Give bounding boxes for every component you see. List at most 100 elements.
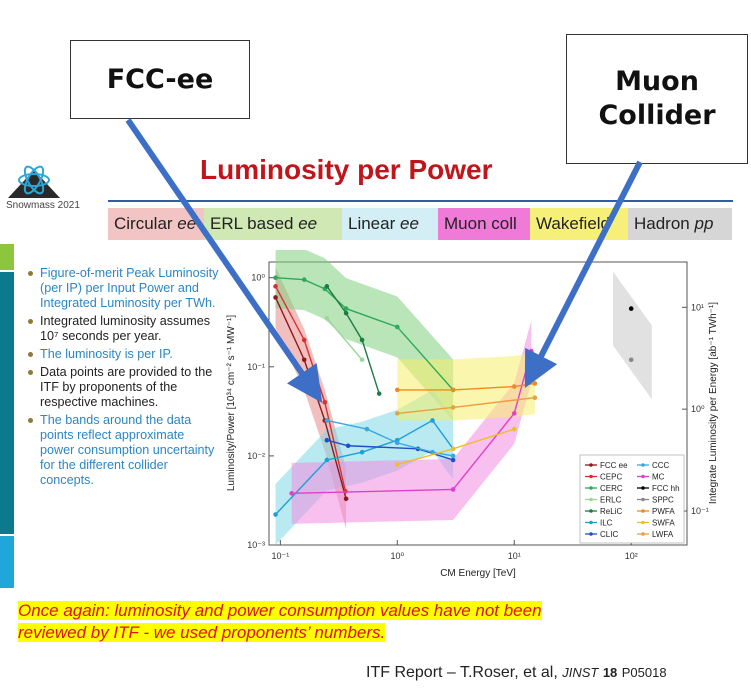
y-tick-label: 10⁰ (251, 273, 265, 283)
note-figure-of-merit: Figure-of-merit Peak Luminosity (per IP)… (26, 266, 221, 311)
y2-tick-label: 10¹ (691, 302, 704, 312)
data-point-ilc (273, 512, 278, 517)
legend-label: ILC (600, 519, 613, 528)
legend-label: SPPC (652, 496, 674, 505)
data-point-clic (324, 437, 330, 443)
muon-collider-callout: Muon Collider (566, 34, 748, 164)
citation-text: ITF Report – T.Roser, et al, (366, 664, 558, 681)
band-cerc (275, 250, 454, 421)
disclaimer-line1: Once again: luminosity and power consump… (18, 601, 542, 620)
category-hadron: Hadron pp (628, 208, 732, 240)
slide-title: Luminosity per Power (200, 154, 493, 185)
x-tick-label: 10⁰ (390, 551, 404, 561)
data-point-erlc (359, 357, 365, 363)
data-point-fcc-ee (301, 357, 307, 363)
y2-axis-label: Integrate Luminosity per Energy [ab⁻¹ TW… (708, 302, 719, 504)
data-point-relic (343, 310, 349, 316)
data-point-clic (450, 457, 456, 463)
x-axis-label: CM Energy [TeV] (440, 568, 516, 579)
data-point-cepc (273, 284, 278, 289)
data-point-pwfa (532, 381, 538, 386)
data-point-sppc (628, 357, 634, 363)
legend-label: SWFA (652, 519, 675, 528)
category-linear: Linear ee (342, 208, 438, 240)
muon-collider-callout-line1: Muon (615, 66, 699, 98)
legend-label: ReLiC (600, 507, 622, 516)
data-point-pwfa (450, 387, 456, 393)
band-mc (291, 320, 532, 524)
disclaimer-banner: Once again: luminosity and power consump… (18, 600, 658, 644)
fcc-ee-callout: FCC-ee (70, 40, 250, 119)
series-line-relic (326, 285, 380, 394)
legend-label: ERLC (600, 496, 622, 505)
category-wakefield: Wakefield (530, 208, 628, 240)
data-point-cerc (343, 306, 349, 311)
data-point-relic (359, 337, 365, 343)
band-pwfa (397, 352, 535, 421)
series-line-ilc (275, 419, 454, 515)
category-muon: Muon coll (438, 208, 530, 240)
series-line-mc (291, 350, 533, 495)
muon-collider-callout-line2: Collider (598, 100, 716, 131)
disclaimer-line2: reviewed by ITF - we used proponents’ nu… (18, 623, 386, 642)
data-point-ccc (324, 418, 330, 423)
data-point-ccc (364, 426, 370, 432)
data-point-swfa (450, 446, 456, 452)
title-rule (108, 200, 733, 202)
data-point-lwfa (394, 411, 400, 416)
data-point-lwfa (532, 395, 538, 400)
y2-tick-label: 10⁰ (691, 404, 705, 414)
legend-label: CCC (652, 461, 670, 470)
legend-label: CLIC (600, 530, 618, 539)
legend-label: PWFA (652, 507, 675, 516)
legend-label: FCC ee (600, 461, 628, 470)
legend-marker (641, 509, 645, 513)
citation: ITF Report – T.Roser, et al, JINST 18 P0… (366, 664, 667, 682)
data-point-mc (450, 487, 456, 492)
data-point-relic (376, 391, 382, 396)
legend-label: LWFA (652, 530, 674, 539)
citation-volume: 18 (602, 665, 618, 680)
series-line-pwfa (397, 382, 535, 391)
legend-marker (641, 486, 645, 490)
legend-label: CERC (600, 484, 623, 493)
legend-marker (589, 509, 593, 513)
note-data-source: Data points are provided to the ITF by p… (26, 365, 221, 410)
data-point-ccc (450, 453, 456, 459)
category-erl: ERL based ee (204, 208, 342, 240)
category-circular: Circular ee (108, 208, 204, 240)
data-point-mc (289, 491, 294, 496)
legend-marker (641, 463, 645, 467)
legend-marker (589, 486, 593, 490)
legend-marker (589, 474, 593, 479)
logo-caption: Snowmass 2021 (6, 200, 80, 211)
data-point-mc (529, 348, 534, 354)
data-series (273, 275, 634, 517)
note-bands: The bands around the data points reflect… (26, 413, 221, 488)
x-tick-label: 10¹ (508, 551, 521, 561)
y2-tick-label: 10⁻¹ (691, 506, 709, 516)
data-point-swfa (394, 462, 400, 467)
data-point-cepc (301, 337, 307, 343)
citation-journal: JINST (562, 665, 599, 680)
data-point-fcc-hh (628, 306, 634, 311)
legend-marker (589, 532, 593, 536)
legend-marker (641, 497, 645, 502)
x-tick-label: 10⁻¹ (271, 551, 289, 561)
data-point-cerc (394, 324, 400, 330)
legend-label: CEPC (600, 473, 622, 482)
data-point-ilc (359, 449, 365, 455)
note-integrated-luminosity: Integrated luminosity assumes 10⁷ second… (26, 314, 221, 344)
data-point-fcc-ee (273, 295, 278, 300)
bullet-notes: Figure-of-merit Peak Luminosity (per IP)… (26, 266, 221, 491)
y-tick-label: 10⁻² (247, 451, 265, 461)
y-tick-label: 10⁻¹ (247, 362, 265, 372)
data-point-cerc (273, 275, 278, 280)
data-point-erlc (324, 316, 330, 321)
chart-legend: FCC ee CEPC CERC ERLC ReLiC ILC CLIC CCC MC FCC h… (579, 454, 685, 544)
citation-page: P05018 (621, 665, 667, 680)
x-tick-label: 10² (625, 551, 638, 561)
y-axis-label: Luminosity/Power [10³⁴ cm⁻² s⁻¹ MW⁻¹] (226, 315, 237, 491)
data-point-ccc (430, 449, 435, 455)
data-point-swfa (511, 426, 517, 432)
